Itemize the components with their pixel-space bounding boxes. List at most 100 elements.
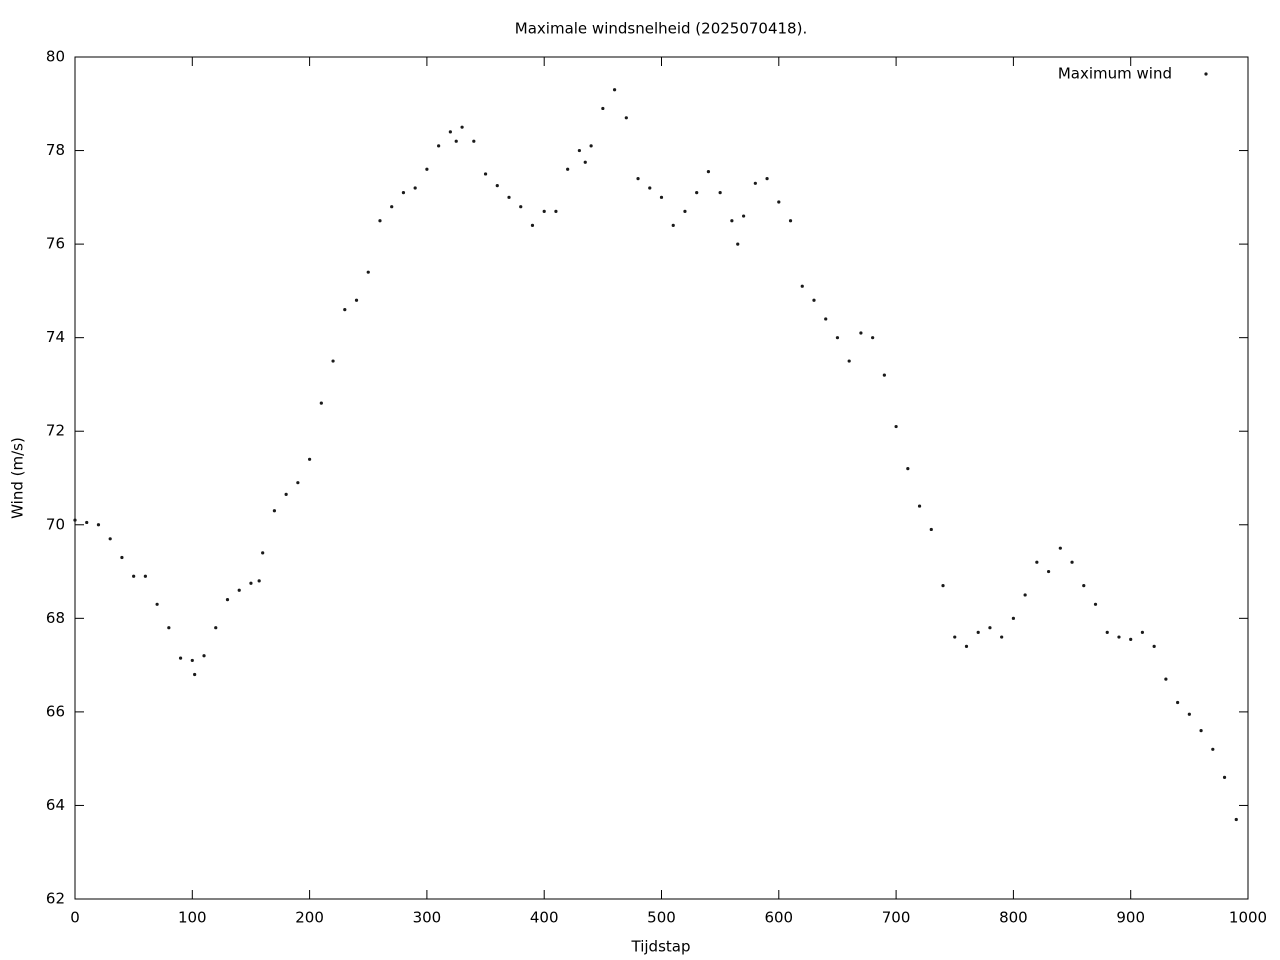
y-tick-label: 76 xyxy=(46,235,65,253)
data-point xyxy=(1140,630,1145,634)
data-point xyxy=(612,88,617,92)
data-point xyxy=(1187,712,1191,716)
data-point xyxy=(366,270,370,274)
data-point xyxy=(193,672,197,677)
legend-marker xyxy=(1204,72,1208,76)
y-tick-label: 64 xyxy=(46,796,65,814)
data-point xyxy=(964,644,969,649)
data-point xyxy=(319,401,323,405)
data-point xyxy=(882,373,886,377)
data-point xyxy=(108,537,112,541)
plot-frame xyxy=(74,56,1249,900)
data-point xyxy=(519,205,523,209)
data-point xyxy=(1023,593,1027,597)
data-point xyxy=(824,317,828,321)
data-point xyxy=(1222,775,1227,779)
data-point xyxy=(718,191,722,195)
data-point xyxy=(460,125,464,129)
data-point xyxy=(132,574,136,578)
data-point xyxy=(85,520,89,525)
data-point xyxy=(1211,747,1215,751)
data-point xyxy=(929,527,933,532)
data-point xyxy=(648,186,652,190)
data-point xyxy=(847,359,851,363)
x-tick-label: 1000 xyxy=(1229,909,1267,927)
data-point xyxy=(706,170,711,174)
data-point xyxy=(1035,560,1039,564)
data-point xyxy=(530,223,535,227)
data-point xyxy=(577,148,581,153)
data-point xyxy=(1070,560,1074,564)
data-point xyxy=(454,139,458,143)
y-tick-label: 70 xyxy=(46,515,65,533)
data-point xyxy=(495,184,499,188)
x-tick-label: 600 xyxy=(764,909,793,927)
data-point xyxy=(413,186,417,190)
data-point xyxy=(202,654,206,658)
data-point xyxy=(730,219,734,223)
x-tick-label: 800 xyxy=(999,909,1028,927)
data-point xyxy=(1234,817,1238,822)
data-point xyxy=(812,298,816,302)
data-point xyxy=(308,457,312,461)
data-point xyxy=(871,336,875,340)
data-point xyxy=(1011,616,1016,620)
data-point xyxy=(296,481,300,485)
data-point xyxy=(507,195,511,199)
x-tick-label: 0 xyxy=(70,909,80,927)
data-point xyxy=(1000,635,1004,639)
data-point xyxy=(343,308,347,312)
data-point xyxy=(178,656,183,660)
data-point xyxy=(1082,583,1086,588)
data-point xyxy=(566,167,570,171)
y-tick-label: 80 xyxy=(46,48,65,66)
data-point xyxy=(835,336,840,340)
data-point xyxy=(736,242,740,246)
data-point xyxy=(425,167,429,171)
data-point xyxy=(284,492,288,496)
data-point xyxy=(636,177,640,181)
data-point xyxy=(249,581,253,585)
data-point xyxy=(354,298,359,302)
data-point xyxy=(73,518,77,522)
data-point xyxy=(624,116,628,120)
data-point xyxy=(894,424,898,429)
x-axis-label: Tijdstap xyxy=(631,938,691,956)
data-point xyxy=(601,106,605,111)
y-axis-label: Wind (m/s) xyxy=(9,437,27,519)
data-point xyxy=(765,177,769,181)
data-point xyxy=(1152,644,1156,649)
data-point xyxy=(167,626,171,630)
data-point xyxy=(225,598,230,602)
data-point xyxy=(976,630,980,634)
y-tick-label: 74 xyxy=(46,328,65,346)
data-point xyxy=(472,139,476,143)
x-tick-label: 900 xyxy=(1116,909,1145,927)
data-point xyxy=(120,555,124,560)
legend-label: Maximum wind xyxy=(1058,65,1172,83)
data-point xyxy=(483,172,488,176)
y-tick-label: 62 xyxy=(46,890,65,908)
data-point xyxy=(777,200,781,204)
data-point xyxy=(917,504,922,508)
y-tick-label: 72 xyxy=(46,422,65,440)
data-point xyxy=(143,574,147,578)
data-point xyxy=(800,284,804,288)
x-tick-label: 300 xyxy=(413,909,442,927)
data-point xyxy=(1105,630,1109,634)
data-point xyxy=(659,195,664,199)
data-point xyxy=(1176,700,1180,705)
data-point xyxy=(1046,569,1051,574)
data-point xyxy=(753,181,757,185)
data-point xyxy=(1093,602,1098,606)
data-point xyxy=(742,214,746,218)
data-point xyxy=(437,144,441,148)
data-point xyxy=(331,359,335,363)
data-point xyxy=(589,144,593,148)
data-point xyxy=(941,583,945,588)
data-point xyxy=(390,205,394,209)
x-tick-label: 200 xyxy=(295,909,324,927)
data-point xyxy=(261,551,265,555)
